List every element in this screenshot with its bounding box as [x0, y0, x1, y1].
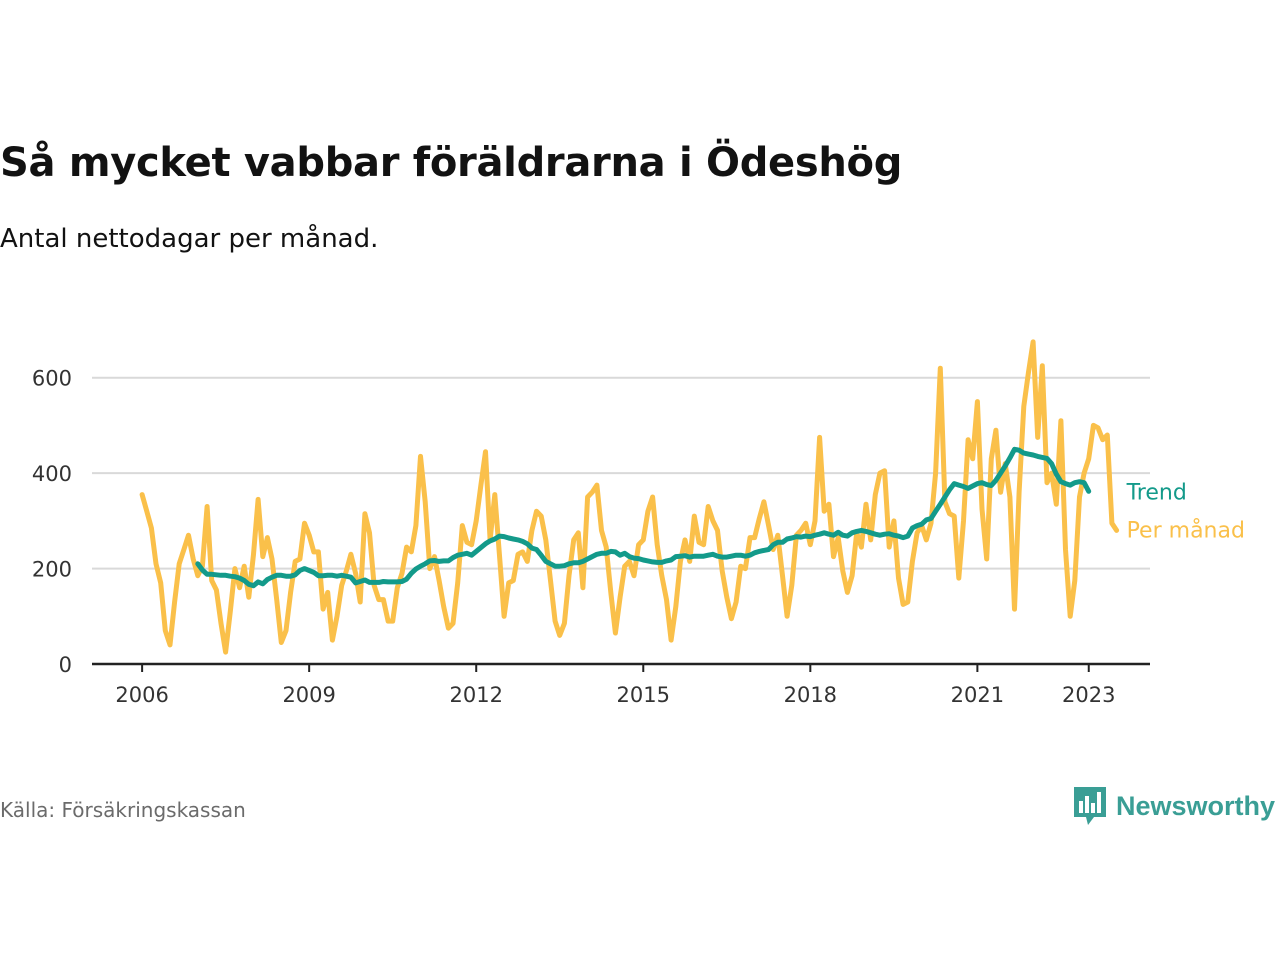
chart-title: Så mycket vabbar föräldrarna i Ödeshög [0, 140, 903, 186]
y-tick-label: 600 [32, 367, 72, 391]
x-tick-label: 2006 [115, 683, 168, 707]
series-line-trend [195, 446, 1092, 589]
y-tick-label: 200 [32, 558, 72, 582]
series-labels: Trend Per månad [1126, 480, 1245, 543]
series-label-trend: Trend [1126, 480, 1187, 505]
x-axis-ticks: 2006 2009 2012 2015 2018 2021 2023 [92, 662, 1150, 707]
x-tick-label: 2021 [951, 683, 1004, 707]
x-tick-label: 2015 [617, 683, 670, 707]
source-note: Källa: Försäkringskassan [0, 798, 246, 822]
chart-bubble-icon [1074, 787, 1106, 825]
x-tick-label: 2023 [1062, 683, 1115, 707]
gridlines [92, 376, 1150, 570]
x-tick-label: 2018 [784, 683, 837, 707]
series-lines [139, 339, 1120, 655]
series-line-per-manad [139, 339, 1120, 655]
x-tick-label: 2012 [449, 683, 502, 707]
y-axis-ticks: 0 200 400 600 [32, 367, 72, 677]
chart-subtitle: Antal nettodagar per månad. [0, 224, 379, 254]
series-label-per-manad: Per månad [1127, 517, 1245, 543]
brand-name: Newsworthy [1116, 790, 1276, 821]
y-tick-label: 400 [32, 462, 72, 486]
x-tick-label: 2009 [282, 683, 335, 707]
y-tick-label: 0 [59, 653, 72, 677]
newsworthy-logo: Newsworthy [1072, 784, 1275, 828]
